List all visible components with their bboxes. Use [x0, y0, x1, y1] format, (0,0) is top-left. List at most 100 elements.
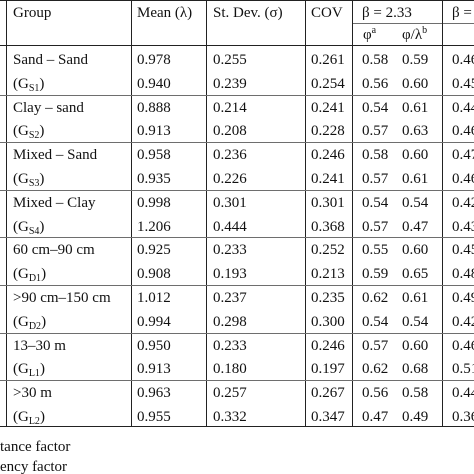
cell-phi-2: 0.45 — [452, 242, 474, 259]
col-sep-4 — [305, 0, 306, 427]
cell-phi-2: 0.42 — [452, 194, 474, 211]
cell-phi-2: 0.43 — [452, 218, 474, 235]
footnote-2: ency factor — [0, 459, 68, 474]
cell-phi: 0.55 — [362, 242, 389, 259]
group-label: Mixed – Clay — [13, 194, 96, 211]
group-separator — [0, 285, 474, 286]
cell-phi-lambda: 0.68 — [402, 361, 429, 378]
group-label: Clay – sand — [13, 99, 84, 116]
group-code-subscript: L1 — [28, 368, 40, 380]
cell-cov: 0.267 — [311, 385, 345, 402]
cell-mean: 0.978 — [137, 52, 171, 68]
cell-mean: 0.963 — [137, 385, 171, 402]
cell-phi: 0.56 — [362, 385, 389, 402]
cell-stdev: 0.193 — [213, 266, 247, 283]
cell-phi: 0.62 — [362, 290, 389, 306]
cell-cov: 0.235 — [311, 290, 345, 306]
group-label: >90 cm–150 cm — [13, 290, 111, 306]
cell-phi-lambda: 0.65 — [402, 266, 429, 283]
cell-phi-2: 0.51 — [452, 361, 474, 378]
cell-phi-lambda: 0.60 — [402, 75, 429, 92]
group-code: (GD1) — [13, 266, 47, 284]
cell-phi: 0.58 — [362, 147, 389, 164]
cell-phi-lambda: 0.47 — [402, 218, 429, 235]
group-code-suffix: ) — [39, 75, 45, 92]
cell-stdev: 0.233 — [213, 337, 247, 354]
group-code: (GD2) — [13, 314, 46, 331]
group-code-suffix: ) — [39, 171, 45, 187]
cell-stdev: 0.444 — [213, 218, 247, 235]
group-label: Mixed – Sand — [13, 147, 98, 164]
table-bottom-rule — [0, 426, 474, 427]
cell-phi-lambda: 0.61 — [402, 99, 429, 116]
cell-cov: 0.246 — [311, 337, 345, 354]
cell-phi-lambda: 0.60 — [402, 147, 429, 164]
group-code-prefix: (G — [13, 409, 29, 425]
cell-phi: 0.57 — [362, 218, 389, 235]
col-sep-1 — [6, 0, 7, 427]
group-code-suffix: ) — [41, 266, 47, 283]
group-code-subscript: L2 — [28, 416, 40, 427]
cell-phi-2: 0.44 — [452, 385, 474, 402]
group-code: (GS3) — [13, 171, 45, 189]
cell-mean: 0.940 — [137, 75, 171, 92]
cell-cov: 0.213 — [311, 266, 345, 283]
group-separator — [0, 190, 474, 191]
cell-mean: 0.950 — [137, 337, 171, 354]
cell-phi: 0.62 — [362, 361, 389, 378]
group-code-subscript: S2 — [28, 130, 40, 142]
cell-phi-lambda: 0.60 — [402, 242, 429, 259]
cell-mean: 0.994 — [137, 313, 171, 330]
cell-phi: 0.54 — [362, 313, 389, 330]
cell-phi-lambda: 0.54 — [402, 313, 429, 330]
cell-mean: 0.888 — [137, 99, 171, 116]
footnote-1: tance factor — [0, 439, 71, 455]
header-bottom-rule — [0, 45, 474, 46]
cell-phi-2: 0.48 — [452, 266, 474, 283]
cell-cov: 0.228 — [311, 123, 345, 140]
cell-mean: 0.958 — [137, 147, 171, 164]
group-code: (GS4) — [13, 218, 45, 236]
group-code-prefix: (G — [13, 361, 29, 378]
header-beta-1: β = 2.33 — [362, 5, 412, 21]
col-sep-5 — [352, 0, 353, 427]
cell-phi: 0.59 — [362, 266, 389, 283]
cell-phi: 0.57 — [362, 337, 389, 354]
group-code: (GL2) — [13, 409, 45, 427]
cell-phi: 0.57 — [362, 171, 389, 187]
header-cov: COV — [311, 5, 343, 21]
col-sep-3 — [206, 0, 207, 427]
cell-phi-2: 0.47 — [452, 147, 474, 164]
group-code-suffix: ) — [39, 123, 45, 140]
cell-phi-2: 0.46 — [452, 337, 474, 354]
group-code: (GS2) — [13, 123, 45, 142]
cell-cov: 0.241 — [311, 171, 345, 187]
group-separator — [0, 95, 474, 96]
group-code-suffix: ) — [39, 218, 45, 235]
cell-cov: 0.241 — [311, 99, 345, 116]
cell-cov: 0.300 — [311, 313, 345, 330]
group-code-prefix: (G — [13, 75, 29, 92]
group-separator — [0, 380, 474, 381]
cell-phi: 0.54 — [362, 194, 389, 211]
cell-phi-lambda: 0.60 — [402, 337, 429, 354]
cell-phi-lambda: 0.59 — [402, 52, 429, 68]
group-label: >30 m — [13, 385, 52, 402]
cell-mean: 0.913 — [137, 123, 171, 140]
cell-stdev: 0.332 — [213, 409, 247, 425]
group-label: Sand – Sand — [13, 52, 88, 68]
cell-mean: 0.955 — [137, 409, 171, 425]
header-group: Group — [13, 5, 52, 21]
cell-cov: 0.252 — [311, 242, 345, 259]
col-sep-2 — [131, 0, 132, 427]
group-code: (GS1) — [13, 75, 45, 93]
cell-phi-2: 0.46 — [452, 52, 474, 68]
group-code-suffix: ) — [39, 361, 45, 378]
cell-phi-lambda: 0.61 — [402, 290, 429, 306]
cell-mean: 0.925 — [137, 242, 171, 259]
header-mean: Mean (λ) — [137, 5, 193, 21]
cell-stdev: 0.208 — [213, 123, 247, 140]
beta-subheader-rule — [352, 23, 474, 24]
group-separator — [0, 237, 474, 238]
